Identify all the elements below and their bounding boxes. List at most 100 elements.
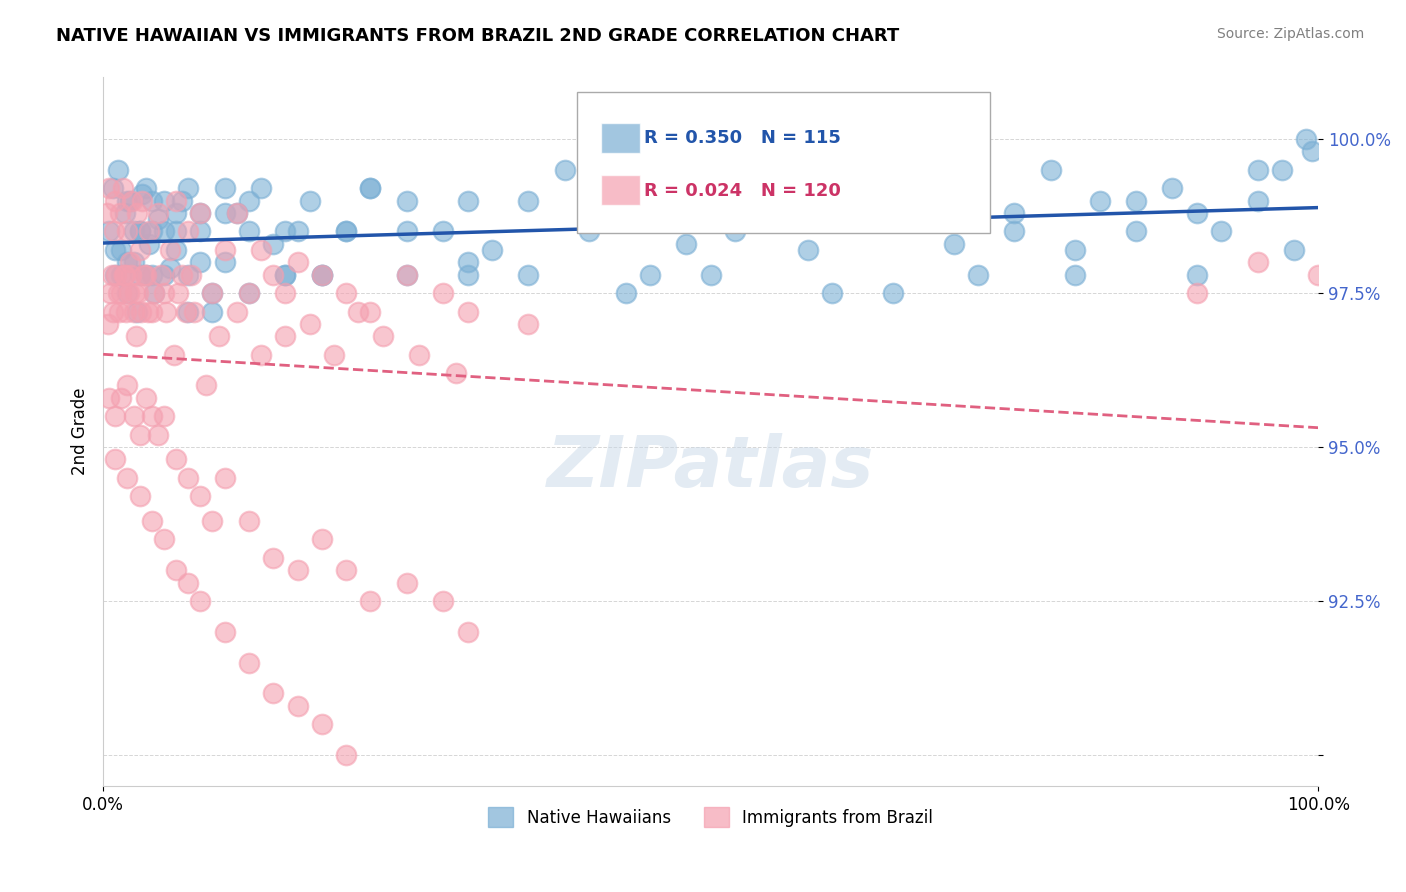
Point [699,181,721,195]
Point [98,224,121,238]
Point [167,286,190,301]
Point [107,286,129,301]
Point [177,224,200,238]
Point [1246,162,1268,177]
Point [110,391,132,405]
Point [174,304,197,318]
Point [395,268,418,282]
Point [359,304,381,318]
Point [359,181,381,195]
Point [238,194,260,208]
Point [117,224,139,238]
Point [172,268,194,282]
Point [395,194,418,208]
Point [942,181,965,195]
Point [214,624,236,639]
Point [201,286,224,301]
Point [274,329,297,343]
Point [287,698,309,713]
Point [638,268,661,282]
Point [821,162,844,177]
Point [127,206,149,220]
FancyBboxPatch shape [602,175,640,205]
Point [359,594,381,608]
Point [96,206,118,220]
Point [238,224,260,238]
Point [104,452,127,467]
Point [104,194,127,208]
Point [1185,206,1208,220]
Point [117,194,139,208]
Text: Source: ZipAtlas.com: Source: ZipAtlas.com [1216,27,1364,41]
Point [153,409,176,424]
Point [150,268,173,282]
Point [395,575,418,590]
Point [432,286,454,301]
Point [143,286,166,301]
Point [918,181,941,195]
Point [98,391,121,405]
Point [481,243,503,257]
Point [335,224,357,238]
Point [177,304,200,318]
Point [103,224,125,238]
Point [153,194,176,208]
Point [1088,194,1111,208]
Point [274,224,297,238]
Point [1271,162,1294,177]
Point [201,304,224,318]
Point [457,268,479,282]
Point [141,304,163,318]
Point [134,268,156,282]
Point [457,624,479,639]
Point [188,255,211,269]
Point [117,378,139,392]
Point [335,747,357,762]
Text: R = 0.024   N = 120: R = 0.024 N = 120 [644,182,841,200]
Point [274,268,297,282]
Point [127,286,149,301]
Point [122,409,145,424]
Point [1308,268,1330,282]
Point [238,514,260,528]
Point [517,194,540,208]
Point [128,224,150,238]
Point [195,378,218,392]
Point [1004,224,1026,238]
Point [141,514,163,528]
Point [153,224,176,238]
Point [882,206,904,220]
Legend: Native Hawaiians, Immigrants from Brazil: Native Hawaiians, Immigrants from Brazil [481,800,939,834]
Point [107,162,129,177]
Point [188,206,211,220]
Point [159,261,181,276]
Point [146,212,169,227]
Point [101,304,124,318]
Point [214,471,236,485]
Point [250,348,273,362]
Point [225,206,247,220]
Point [517,268,540,282]
Point [128,224,150,238]
Point [188,489,211,503]
Point [188,594,211,608]
Point [967,268,990,282]
Point [165,206,187,220]
Point [1246,194,1268,208]
Point [214,243,236,257]
Point [117,471,139,485]
Point [1282,243,1305,257]
Point [1125,194,1147,208]
Point [104,243,127,257]
Point [457,194,479,208]
Point [128,268,150,282]
Point [110,268,132,282]
Point [177,181,200,195]
Point [135,181,157,195]
Point [153,286,176,301]
Point [335,286,357,301]
Point [141,224,163,238]
Point [214,206,236,220]
Point [136,304,159,318]
Point [100,268,122,282]
